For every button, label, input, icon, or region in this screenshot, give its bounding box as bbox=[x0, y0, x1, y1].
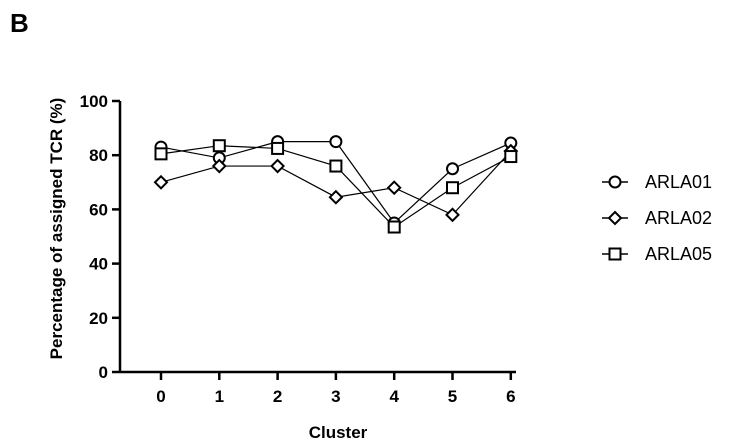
data-point-arla05 bbox=[446, 181, 459, 195]
data-point-arla05 bbox=[329, 159, 343, 173]
data-point-arla02 bbox=[445, 207, 460, 223]
x-tick-label: 2 bbox=[273, 387, 282, 406]
legend-item-arla02: ARLA02 bbox=[602, 208, 712, 228]
legend-label: ARLA01 bbox=[645, 172, 712, 192]
data-point-arla02 bbox=[386, 180, 402, 196]
axes: 0 20 40 60 80 100 0 1 2 3 4 5 6 bbox=[80, 92, 516, 406]
legend-label: ARLA02 bbox=[645, 208, 712, 228]
legend-item-arla01: ARLA01 bbox=[602, 172, 712, 192]
data-point-arla01 bbox=[329, 135, 343, 149]
x-tick-label: 5 bbox=[448, 387, 457, 406]
y-tick-label: 40 bbox=[89, 255, 108, 274]
legend-marker-circle bbox=[608, 175, 622, 189]
y-tick-label: 60 bbox=[89, 200, 108, 219]
y-tick-label: 20 bbox=[89, 309, 108, 328]
x-tick-label: 4 bbox=[389, 387, 399, 406]
x-tick-label: 1 bbox=[215, 387, 224, 406]
data-point-arla05 bbox=[271, 141, 285, 155]
data-point-arla05 bbox=[154, 147, 168, 161]
panel-label: B bbox=[10, 8, 29, 38]
series-arla02 bbox=[153, 143, 519, 223]
x-tick-label: 6 bbox=[506, 387, 515, 406]
data-point-arla02 bbox=[270, 158, 286, 174]
y-tick-label: 80 bbox=[89, 146, 108, 165]
legend-item-arla05: ARLA05 bbox=[602, 244, 712, 264]
legend-label: ARLA05 bbox=[645, 244, 712, 264]
data-point-arla05 bbox=[387, 220, 401, 234]
legend-marker-square bbox=[608, 247, 622, 261]
series-arla01 bbox=[154, 135, 518, 230]
x-tick-label: 3 bbox=[331, 387, 340, 406]
data-point-arla02 bbox=[328, 189, 344, 205]
x-axis-title: Cluster bbox=[309, 423, 368, 442]
data-point-arla02 bbox=[211, 158, 227, 174]
series-arla05 bbox=[154, 139, 518, 234]
y-tick-label: 0 bbox=[99, 363, 108, 382]
data-point-arla02 bbox=[153, 174, 169, 190]
y-tick-label: 100 bbox=[80, 92, 108, 111]
data-point-arla05 bbox=[212, 139, 226, 153]
series-layer bbox=[153, 135, 519, 234]
legend: ARLA01 ARLA02 ARLA05 bbox=[602, 172, 712, 264]
x-tick-label: 0 bbox=[156, 387, 165, 406]
legend-marker-diamond bbox=[607, 210, 623, 226]
data-point-arla05 bbox=[504, 150, 518, 164]
data-point-arla01 bbox=[446, 162, 459, 176]
y-axis-title: Percentage of assigned TCR (%) bbox=[47, 98, 66, 360]
